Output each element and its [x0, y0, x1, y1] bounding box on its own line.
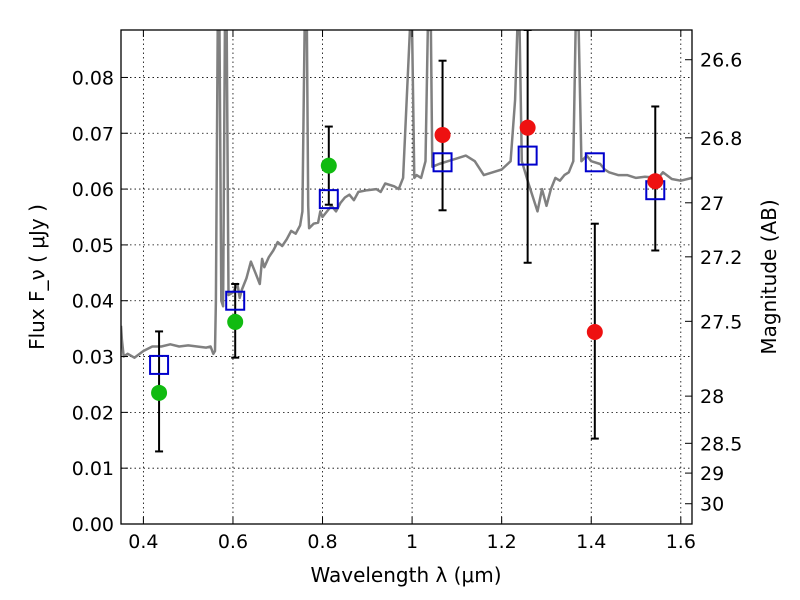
y-axis-label: Flux F_ν ( μJy )	[25, 204, 49, 350]
observed-optical-point	[151, 384, 168, 401]
y-tick-label: 0.06	[72, 179, 114, 201]
y2-tick-label: 27.5	[700, 311, 742, 333]
x-tick-label: 1.2	[487, 531, 517, 553]
plot-frame	[120, 29, 693, 525]
y2-tick-label: 26.6	[700, 50, 742, 72]
model-box-point	[318, 189, 339, 210]
observed-optical-point	[227, 313, 244, 330]
observed-optical-point	[320, 157, 337, 174]
y2-tick-label: 28	[700, 386, 724, 408]
plot-area	[121, 30, 692, 453]
axis-ticks: 0.4 0.6 0.8 1 1.2 1.4 1.6 0.00 0.01 0.02 0.03 0.04 0…	[72, 30, 742, 553]
model-box-point	[517, 145, 538, 166]
y2-tick-label: 27	[700, 193, 724, 215]
model-box-point	[225, 290, 246, 311]
x-tick-label: 0.8	[307, 531, 337, 553]
y-tick-label: 0.04	[72, 291, 114, 313]
observed-ir-point	[434, 126, 451, 143]
y-tick-label: 0.01	[72, 458, 114, 480]
y2-tick-label: 26.8	[700, 128, 742, 150]
x-tick-label: 0.4	[128, 531, 158, 553]
y-tick-label: 0.05	[72, 235, 114, 257]
y-tick-label: 0.02	[72, 402, 114, 424]
x-tick-label: 1	[406, 531, 418, 553]
y-tick-label: 0.08	[72, 67, 114, 89]
observed-ir-point	[586, 323, 603, 340]
spectrum-line	[121, 30, 692, 359]
y2-tick-label: 28.5	[700, 433, 742, 455]
model-box-point	[149, 354, 170, 375]
x-tick-label: 0.6	[218, 531, 248, 553]
observed-ir-point	[519, 119, 536, 136]
y-tick-label: 0.00	[72, 514, 114, 536]
x-tick-label: 1.4	[576, 531, 606, 553]
y-tick-label: 0.03	[72, 347, 114, 369]
model-box-point	[584, 152, 605, 173]
y2-tick-label: 29	[700, 463, 724, 485]
observed-ir-point	[647, 173, 664, 190]
y2-tick-label: 30	[700, 494, 724, 516]
y2-tick-label: 27.2	[700, 247, 742, 269]
model-box-point	[432, 152, 453, 173]
y2-axis-label: Magnitude (AB)	[757, 199, 781, 354]
y-tick-label: 0.07	[72, 123, 114, 145]
x-tick-label: 1.6	[666, 531, 696, 553]
x-axis-label: Wavelength λ (μm)	[310, 563, 501, 587]
